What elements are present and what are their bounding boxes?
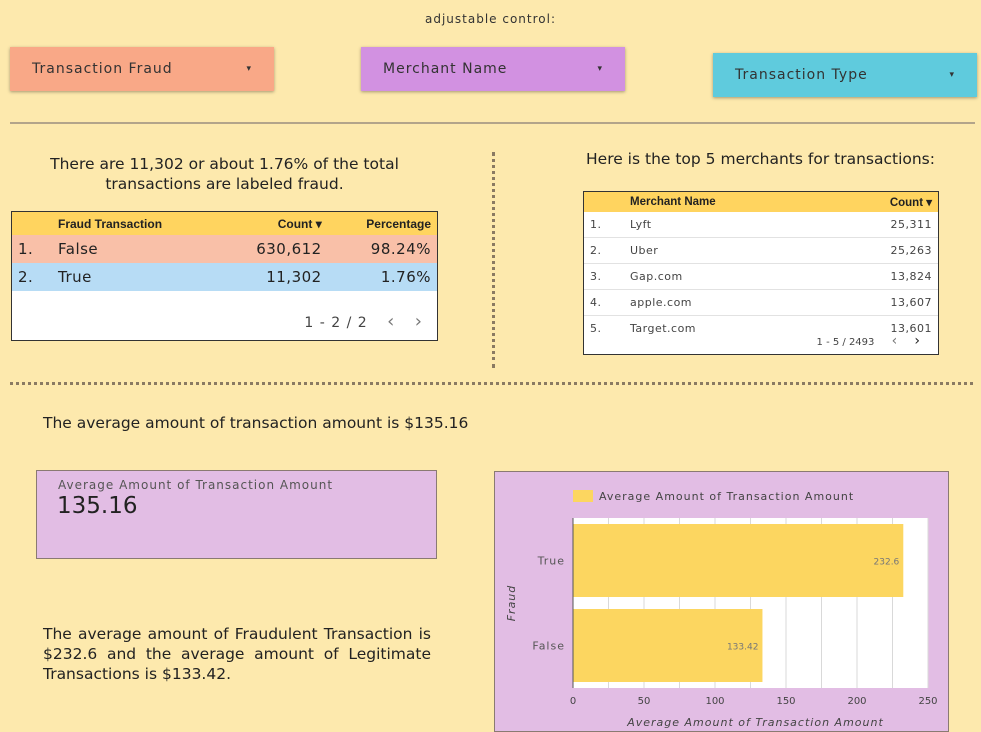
fraud-table: Fraud Transaction Count ▾ Percentage 1. …	[11, 211, 438, 341]
table-row[interactable]: 5. Target.com 13,601	[590, 322, 932, 335]
pagination-label: 1 - 2 / 2	[304, 315, 368, 331]
transaction-type-dropdown[interactable]: Transaction Type ▾	[713, 53, 977, 97]
merchant-name-dropdown[interactable]: Merchant Name ▾	[361, 47, 625, 91]
x-tick-label: 150	[776, 696, 795, 707]
transaction-fraud-dropdown[interactable]: Transaction Fraud ▾	[10, 47, 274, 91]
average-paragraph: The average amount of Fraudulent Transac…	[43, 625, 431, 683]
x-tick-label: 50	[638, 696, 651, 707]
merchant-name-label: Merchant Name	[383, 61, 508, 77]
bar	[573, 609, 763, 682]
scorecard-label: Average Amount of Transaction Amount	[58, 478, 334, 492]
table-row[interactable]: 2. True 11,302 1.76%	[12, 263, 437, 291]
chevron-down-icon: ▾	[246, 64, 252, 74]
merchant-caption: Here is the top 5 merchants for transact…	[586, 150, 935, 168]
data-label: 133.42	[727, 643, 759, 653]
section-divider	[10, 382, 973, 385]
controls-title: adjustable control:	[424, 12, 556, 26]
table-row[interactable]: 2. Uber 25,263	[584, 237, 938, 264]
chevron-down-icon: ▾	[949, 70, 955, 80]
column-header-merchant-name[interactable]: Merchant Name	[624, 192, 826, 212]
x-axis-title: Average Amount of Transaction Amount	[626, 716, 884, 729]
bar	[573, 524, 904, 597]
fraud-caption: There are 11,302 or about 1.76% of the t…	[50, 155, 399, 193]
next-page-icon[interactable]: ›	[414, 311, 423, 332]
x-tick-label: 200	[847, 696, 866, 707]
x-tick-label: 0	[570, 696, 576, 707]
y-axis-title: Fraud	[505, 585, 518, 622]
table-row[interactable]: 1. False 630,612 98.24%	[12, 235, 437, 263]
average-headline: The average amount of transaction amount…	[43, 414, 469, 432]
fraud-average-chart: Average Amount of Transaction Amount 232.…	[494, 471, 949, 732]
transaction-fraud-label: Transaction Fraud	[32, 61, 173, 77]
table-row[interactable]: 3. Gap.com 13,824	[584, 263, 938, 290]
average-scorecard: Average Amount of Transaction Amount 135…	[36, 470, 437, 559]
column-header-percentage[interactable]: Percentage	[327, 212, 437, 235]
chevron-down-icon: ▾	[597, 64, 603, 74]
legend-label: Average Amount of Transaction Amount	[599, 490, 854, 503]
legend-swatch	[573, 490, 593, 502]
column-header-fraud-transaction[interactable]: Fraud Transaction	[52, 212, 218, 235]
x-tick-label: 100	[705, 696, 724, 707]
column-header-count[interactable]: Count ▾	[825, 192, 938, 212]
pagination-label: 1 - 5 / 2493	[816, 337, 875, 348]
pagination: 1 - 2 / 2 ‹ ›	[304, 311, 423, 332]
next-page-icon[interactable]: ›	[914, 333, 920, 349]
bar-chart: Average Amount of Transaction Amount 232.…	[505, 490, 938, 729]
scorecard-value: 135.16	[57, 493, 138, 519]
pagination: 1 - 5 / 2493 ‹ ›	[817, 333, 920, 349]
transaction-type-label: Transaction Type	[735, 67, 868, 83]
table-row[interactable]: 4. apple.com 13,607	[584, 289, 938, 316]
category-tick-label: False	[532, 640, 565, 653]
table-row[interactable]: 1. Lyft 25,311	[584, 212, 938, 238]
section-divider	[10, 122, 975, 124]
data-label: 232.6	[874, 558, 900, 568]
prev-page-icon[interactable]: ‹	[891, 333, 898, 349]
x-tick-label: 250	[918, 696, 937, 707]
category-tick-label: True	[537, 555, 565, 568]
column-divider	[492, 152, 495, 368]
column-header-count[interactable]: Count ▾	[217, 212, 328, 235]
prev-page-icon[interactable]: ‹	[387, 311, 396, 332]
merchant-table: Merchant Name Count ▾ 1. Lyft 25,311 2. …	[583, 191, 939, 355]
